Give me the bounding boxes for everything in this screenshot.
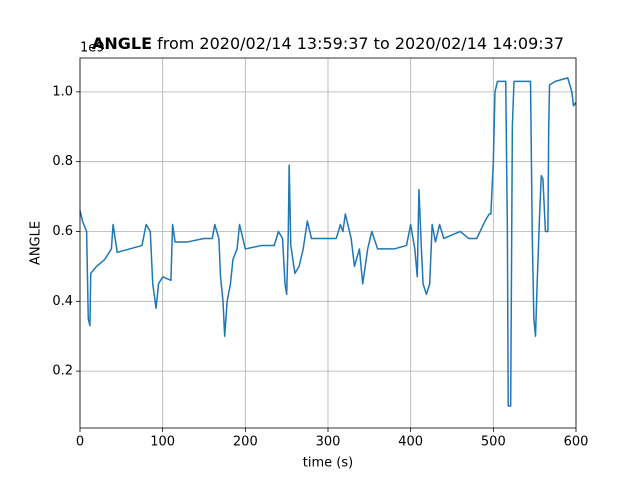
plot-frame (79, 57, 577, 429)
y-tick-label: 0.6 (52, 224, 73, 239)
x-tick-label: 600 (564, 435, 589, 450)
x-tick-label: 400 (398, 435, 423, 450)
y-offset-label: 1e9 (80, 41, 105, 56)
y-axis-label: ANGLE (29, 221, 44, 265)
x-tick-label: 0 (76, 435, 84, 450)
x-tick-label: 200 (233, 435, 258, 450)
x-tick-label: 500 (481, 435, 506, 450)
x-tick-label: 300 (316, 435, 341, 450)
title-bold: ANGLE (92, 34, 152, 53)
title-rest: from 2020/02/14 13:59:37 to 2020/02/14 1… (157, 34, 564, 53)
x-axis-label: time (s) (303, 456, 353, 471)
y-tick-label: 1.0 (52, 84, 73, 99)
chart-title: ANGLE from 2020/02/14 13:59:37 to 2020/0… (92, 34, 564, 53)
y-tick-label: 0.4 (52, 294, 73, 309)
y-tick-label: 0.2 (52, 364, 73, 379)
data-line (79, 77, 577, 407)
x-tick-label: 100 (150, 435, 175, 450)
y-tick-label: 0.8 (52, 154, 73, 169)
